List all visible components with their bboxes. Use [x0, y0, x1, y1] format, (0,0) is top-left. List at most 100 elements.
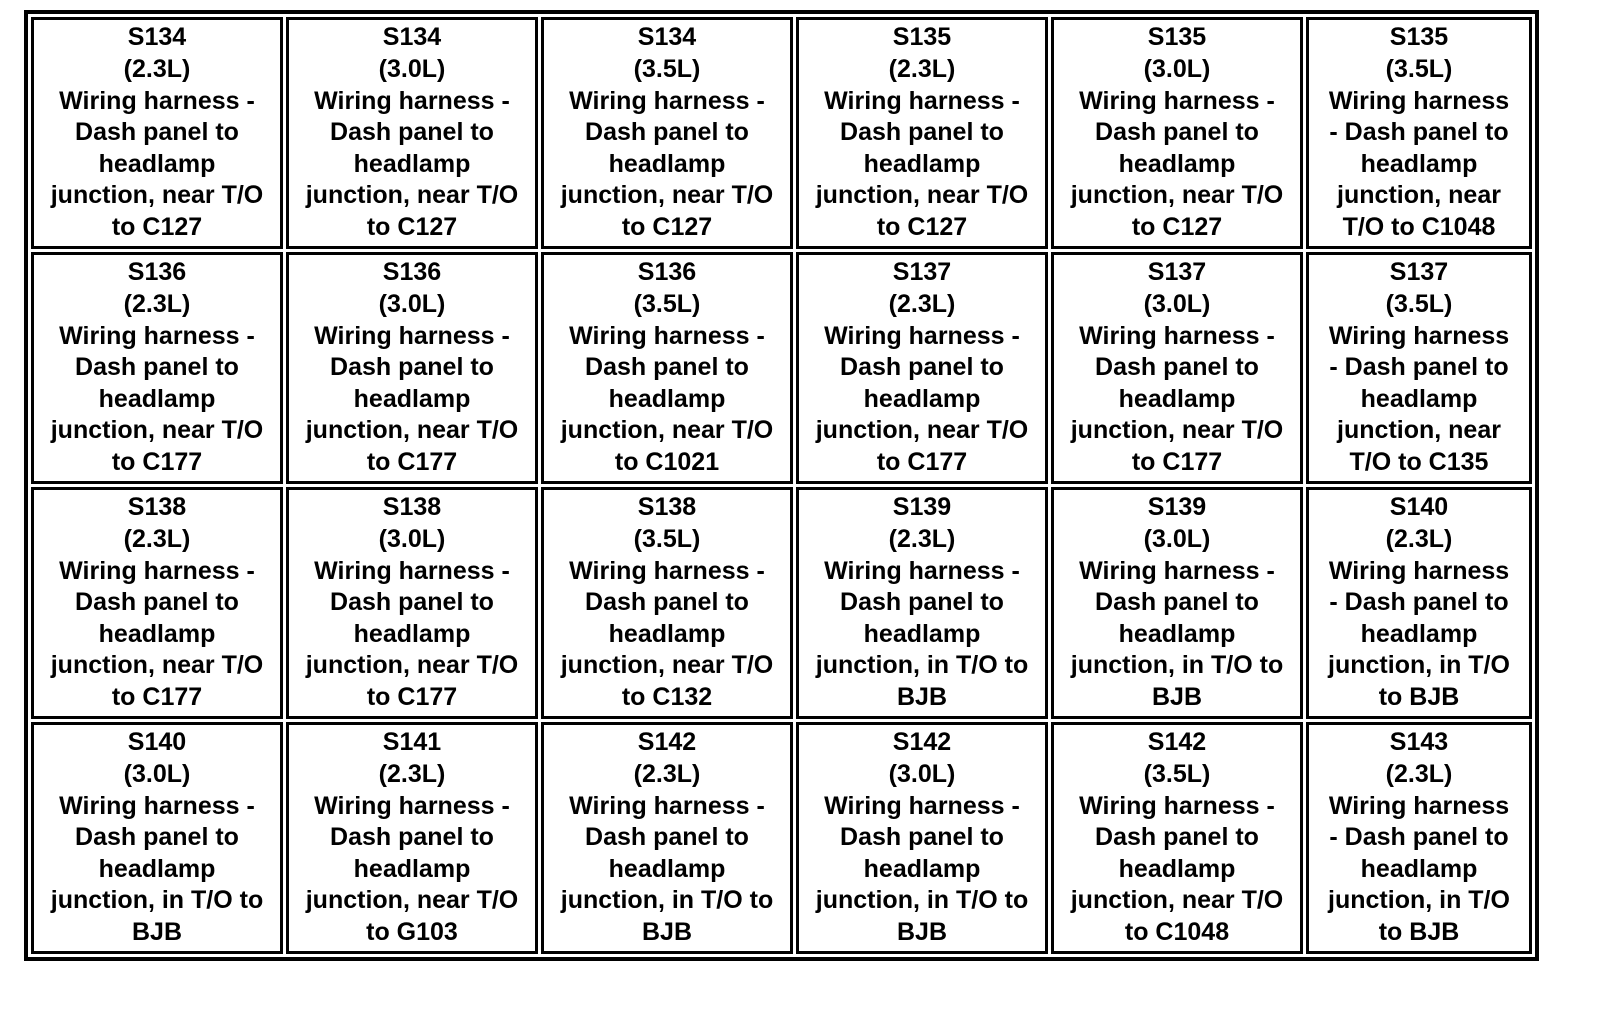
engine-size: (3.5L): [633, 55, 701, 84]
splice-description-line: Dash panel to: [840, 588, 1004, 617]
splice-description-line: to C127: [876, 212, 968, 241]
splice-description-line: Dash panel to: [330, 353, 494, 382]
splice-description-line: Dash panel to: [75, 118, 239, 147]
splice-description-line: Wiring harness -: [314, 556, 510, 585]
splice-description-line: headlamp: [863, 619, 981, 648]
splice-description-line: BJB: [641, 917, 692, 946]
splice-description-line: to C132: [621, 682, 713, 711]
splice-id: S135: [892, 23, 952, 52]
splice-description-line: junction, near T/O: [305, 651, 519, 680]
splice-description-line: to C177: [111, 682, 203, 711]
splice-description-line: Wiring harness: [1328, 321, 1510, 350]
splice-description-line: to C127: [621, 212, 713, 241]
engine-size: (2.3L): [888, 55, 956, 84]
splice-description-line: Dash panel to: [585, 823, 749, 852]
splice-description-line: headlamp: [353, 149, 471, 178]
splice-cell: S136 (3.5L) Wiring harness - Dash panel to h…: [541, 252, 793, 484]
splice-id: S135: [1147, 23, 1207, 52]
splice-description-line: - Dash panel to: [1329, 118, 1509, 147]
splice-description-line: Dash panel to: [840, 118, 1004, 147]
splice-description-line: Wiring harness -: [1079, 556, 1275, 585]
splice-id: S137: [1389, 258, 1449, 287]
splice-cell: S143 (2.3L) Wiring harness - Dash panel to h…: [1306, 722, 1532, 954]
splice-description-line: Wiring harness -: [569, 321, 765, 350]
splice-id: S138: [382, 493, 442, 522]
splice-cell: S140 (2.3L) Wiring harness - Dash panel to h…: [1306, 487, 1532, 719]
splice-description-line: to C177: [876, 447, 968, 476]
splice-description-line: Dash panel to: [1095, 353, 1259, 382]
splice-description-line: BJB: [131, 917, 182, 946]
splice-description-line: headlamp: [1360, 619, 1478, 648]
splice-description-line: T/O to C135: [1349, 447, 1489, 476]
splice-id: S140: [127, 728, 187, 757]
engine-size: (2.3L): [123, 525, 191, 554]
splice-id: S139: [892, 493, 952, 522]
splice-description-line: Wiring harness -: [569, 556, 765, 585]
splice-cell: S137 (2.3L) Wiring harness - Dash panel to h…: [796, 252, 1048, 484]
engine-size: (2.3L): [1385, 525, 1453, 554]
engine-size: (2.3L): [378, 760, 446, 789]
table-row: S138 (2.3L) Wiring harness - Dash panel to h…: [31, 487, 1532, 719]
splice-id: S134: [382, 23, 442, 52]
splice-description-line: to C127: [1131, 212, 1223, 241]
splice-id: S142: [892, 728, 952, 757]
splice-id: S142: [637, 728, 697, 757]
splice-description-line: to C177: [366, 682, 458, 711]
splice-description-line: Dash panel to: [840, 823, 1004, 852]
splice-description-line: Wiring harness -: [569, 791, 765, 820]
splice-description-line: headlamp: [98, 149, 216, 178]
splice-description-line: junction, near T/O: [50, 181, 264, 210]
splice-cell: S140 (3.0L) Wiring harness - Dash panel to h…: [31, 722, 283, 954]
splice-description-line: Wiring harness: [1328, 556, 1510, 585]
splice-description-line: Wiring harness -: [824, 791, 1020, 820]
splice-id: S138: [127, 493, 187, 522]
splice-description-line: to C177: [1131, 447, 1223, 476]
splice-description-line: Wiring harness -: [314, 321, 510, 350]
splice-description-line: junction, near T/O: [560, 651, 774, 680]
splice-description-line: to C177: [366, 447, 458, 476]
splice-description-line: headlamp: [863, 149, 981, 178]
splice-id: S137: [892, 258, 952, 287]
splice-description-line: Dash panel to: [330, 588, 494, 617]
engine-size: (2.3L): [888, 290, 956, 319]
splice-id: S141: [382, 728, 442, 757]
splice-description-line: to G103: [366, 917, 458, 946]
splice-description-line: headlamp: [353, 619, 471, 648]
splice-description-line: to C177: [111, 447, 203, 476]
splice-description-line: Dash panel to: [330, 118, 494, 147]
splice-id: S138: [637, 493, 697, 522]
engine-size: (2.3L): [123, 55, 191, 84]
splice-description-line: junction, near T/O: [1070, 181, 1284, 210]
splice-description-line: junction, in T/O: [1328, 886, 1510, 915]
splice-description-line: Dash panel to: [330, 823, 494, 852]
splice-description-line: junction, near T/O: [1070, 416, 1284, 445]
splice-description-line: Dash panel to: [585, 353, 749, 382]
splice-description-line: Dash panel to: [840, 353, 1004, 382]
engine-size: (3.0L): [123, 760, 191, 789]
splice-description-line: junction, near T/O: [815, 181, 1029, 210]
splice-description-line: headlamp: [353, 384, 471, 413]
splice-description-line: Wiring harness -: [569, 86, 765, 115]
engine-size: (3.5L): [1143, 760, 1211, 789]
splice-cell: S134 (3.5L) Wiring harness - Dash panel to h…: [541, 17, 793, 249]
splice-cell: S134 (3.0L) Wiring harness - Dash panel to h…: [286, 17, 538, 249]
splice-id: S136: [382, 258, 442, 287]
splice-description-line: headlamp: [1360, 384, 1478, 413]
splice-description-line: BJB: [1151, 682, 1202, 711]
splice-cell: S134 (2.3L) Wiring harness - Dash panel to h…: [31, 17, 283, 249]
splice-description-line: junction, in T/O to: [1070, 651, 1284, 680]
splice-description-line: Dash panel to: [75, 588, 239, 617]
engine-size: (3.5L): [1385, 55, 1453, 84]
splice-description-line: junction, near: [1337, 181, 1501, 210]
splice-id: S137: [1147, 258, 1207, 287]
splice-description-line: headlamp: [98, 854, 216, 883]
splice-cell: S135 (3.0L) Wiring harness - Dash panel to h…: [1051, 17, 1303, 249]
splice-description-line: headlamp: [1118, 384, 1236, 413]
splice-cell: S136 (3.0L) Wiring harness - Dash panel to h…: [286, 252, 538, 484]
splice-description-line: to C1021: [614, 447, 720, 476]
splice-description-line: T/O to C1048: [1342, 212, 1496, 241]
engine-size: (3.0L): [1143, 290, 1211, 319]
splice-description-line: BJB: [896, 682, 947, 711]
splice-description-line: headlamp: [608, 854, 726, 883]
splice-description-line: Wiring harness -: [824, 556, 1020, 585]
